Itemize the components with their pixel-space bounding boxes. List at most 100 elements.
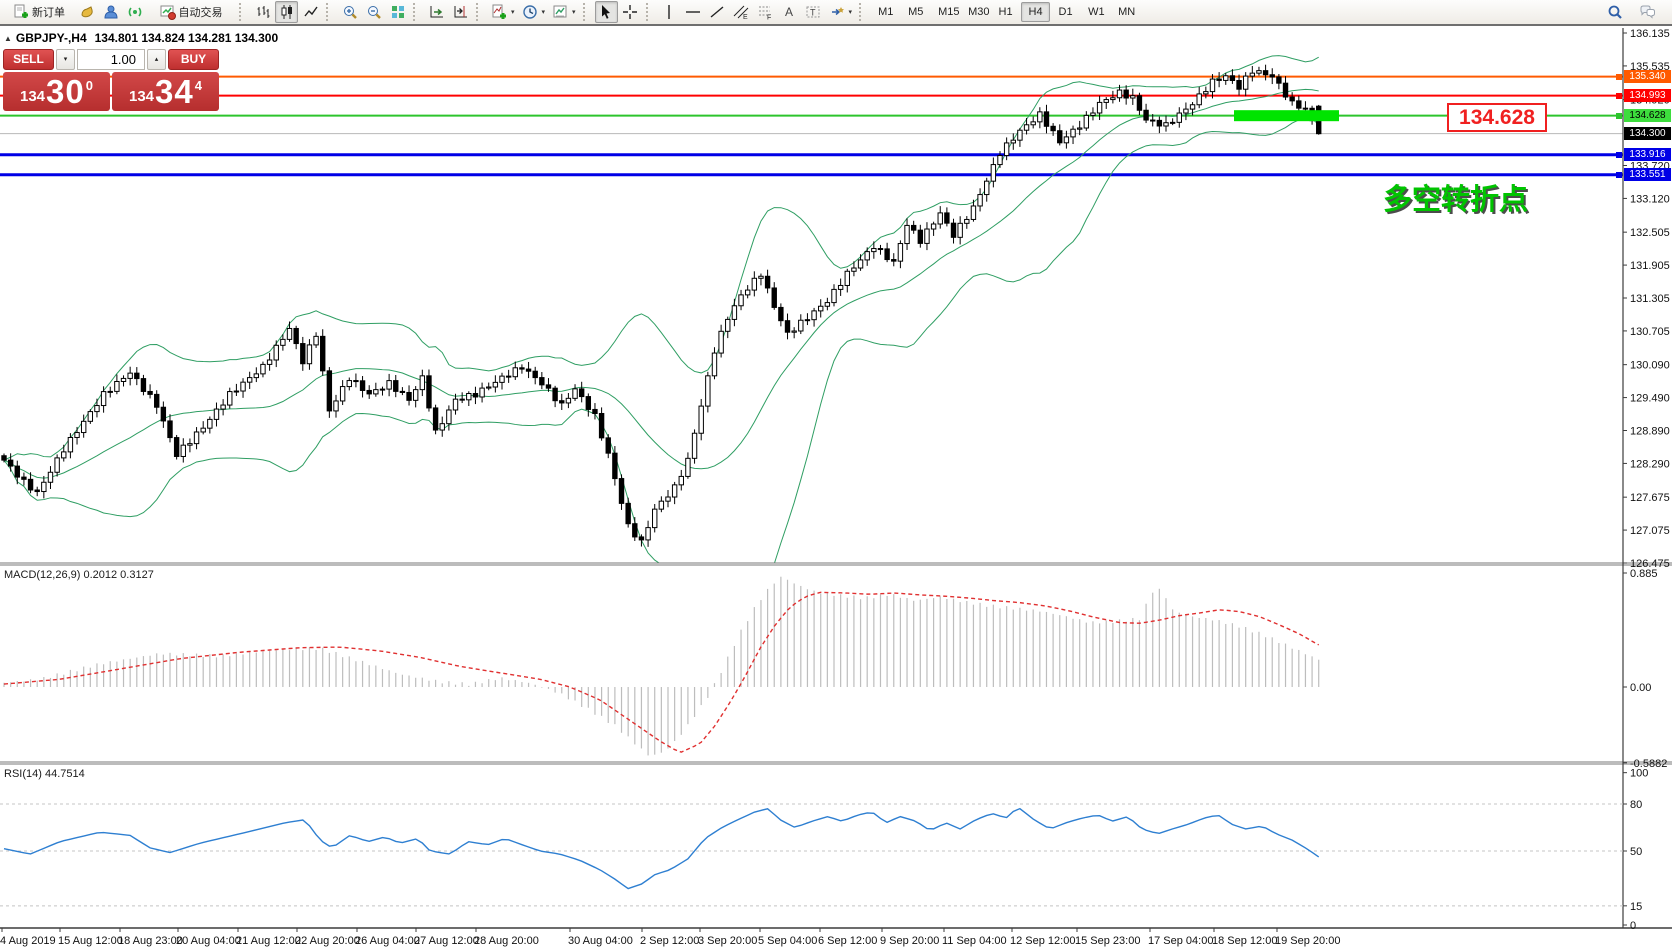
candle[interactable] xyxy=(120,377,127,382)
candle[interactable] xyxy=(1003,142,1010,157)
candle[interactable] xyxy=(804,319,811,322)
candle[interactable] xyxy=(306,344,313,365)
candle[interactable] xyxy=(671,484,678,498)
candle[interactable] xyxy=(598,412,605,439)
candle[interactable] xyxy=(685,457,691,477)
candle[interactable] xyxy=(200,427,206,433)
fibonacci-button[interactable]: F xyxy=(754,1,777,23)
candle[interactable] xyxy=(1276,76,1282,84)
timeframe-m1-button[interactable]: M1 xyxy=(871,2,900,22)
trend-highlight-segment[interactable] xyxy=(1234,110,1339,122)
candle[interactable] xyxy=(612,452,618,480)
time-axis-label[interactable]: 4 Aug 2019 xyxy=(0,935,56,947)
candle[interactable] xyxy=(565,397,572,404)
candle[interactable] xyxy=(320,335,326,372)
candle[interactable] xyxy=(585,396,592,410)
candle[interactable] xyxy=(107,390,113,393)
candle[interactable] xyxy=(711,352,718,377)
candle[interactable] xyxy=(486,386,492,389)
trendline-button[interactable] xyxy=(706,1,729,23)
horizontal-line-button[interactable] xyxy=(682,1,705,23)
candle[interactable] xyxy=(791,330,797,333)
candle[interactable] xyxy=(1110,97,1116,101)
candle[interactable] xyxy=(744,289,751,296)
candle[interactable] xyxy=(459,398,465,401)
periods-button[interactable]: ▾ xyxy=(519,1,549,23)
zoom-in-button[interactable] xyxy=(338,1,361,23)
candle[interactable] xyxy=(246,377,253,383)
candle[interactable] xyxy=(645,527,651,541)
indicators-button[interactable]: ▾ xyxy=(488,1,518,23)
candle[interactable] xyxy=(439,423,445,431)
candle[interactable] xyxy=(333,400,339,412)
candle[interactable] xyxy=(559,400,565,404)
autotrading-button[interactable]: 自动交易 xyxy=(147,1,235,23)
candle[interactable] xyxy=(326,370,333,412)
time-axis-label[interactable]: 5 Sep 04:00 xyxy=(758,935,817,947)
candle[interactable] xyxy=(798,319,804,332)
candle[interactable] xyxy=(778,306,784,322)
candle[interactable] xyxy=(339,386,346,402)
buy-price[interactable]: 134 34 4 xyxy=(112,72,219,111)
candle[interactable] xyxy=(1090,112,1096,116)
candle[interactable] xyxy=(114,380,120,392)
candle[interactable] xyxy=(930,223,937,230)
time-axis-label[interactable]: 22 Aug 20:00 xyxy=(295,935,360,947)
candle[interactable] xyxy=(207,418,213,429)
candle[interactable] xyxy=(227,391,233,406)
candle[interactable] xyxy=(784,320,791,333)
candle[interactable] xyxy=(665,496,671,502)
candle[interactable] xyxy=(525,368,532,372)
candle[interactable] xyxy=(446,409,452,425)
candle[interactable] xyxy=(1017,129,1023,141)
time-axis-label[interactable]: 17 Sep 04:00 xyxy=(1148,935,1213,947)
candle[interactable] xyxy=(34,489,40,493)
volume-input[interactable]: 1.00 xyxy=(77,49,145,70)
candle[interactable] xyxy=(771,287,777,308)
candle[interactable] xyxy=(187,443,193,446)
bollinger-lower-band[interactable] xyxy=(3,116,1320,609)
new-order-button[interactable]: 新订单 xyxy=(4,1,74,23)
candle[interactable] xyxy=(891,259,897,262)
candle[interactable] xyxy=(578,388,585,398)
collapse-panel-icon[interactable]: ▲ xyxy=(4,34,12,43)
turning-point-annotation[interactable]: 多空转折点 xyxy=(1383,184,1529,216)
tile-windows-button[interactable] xyxy=(386,1,409,23)
candle[interactable] xyxy=(678,475,684,486)
candle[interactable] xyxy=(592,408,598,414)
candle[interactable] xyxy=(519,367,525,370)
volume-decrease-button[interactable]: ▾ xyxy=(56,49,75,70)
candle[interactable] xyxy=(505,375,512,378)
candle[interactable] xyxy=(1229,75,1236,81)
crosshair-button[interactable] xyxy=(619,1,642,23)
candle[interactable] xyxy=(977,194,983,207)
candle[interactable] xyxy=(1063,136,1070,144)
candle[interactable] xyxy=(1289,96,1295,102)
candle[interactable] xyxy=(904,224,910,245)
candle[interactable] xyxy=(844,270,850,286)
vertical-line-button[interactable] xyxy=(658,1,681,23)
candle[interactable] xyxy=(917,229,924,244)
candle[interactable] xyxy=(452,398,459,411)
macd-signal-line[interactable] xyxy=(3,591,1320,753)
candle[interactable] xyxy=(698,405,704,434)
time-axis-label[interactable]: 26 Aug 04:00 xyxy=(355,935,420,947)
candle[interactable] xyxy=(618,478,625,504)
time-axis-label[interactable]: 20 Aug 04:00 xyxy=(176,935,241,947)
candlestick-chart-button[interactable] xyxy=(275,1,298,23)
candle[interactable] xyxy=(1143,109,1149,121)
timeframe-w1-button[interactable]: W1 xyxy=(1081,2,1110,22)
candle[interactable] xyxy=(7,459,14,467)
candle[interactable] xyxy=(1223,75,1229,81)
candle[interactable] xyxy=(399,390,406,393)
candle[interactable] xyxy=(300,343,306,365)
candle[interactable] xyxy=(990,164,997,182)
candle[interactable] xyxy=(373,389,379,395)
candle[interactable] xyxy=(432,407,439,431)
candle[interactable] xyxy=(1096,101,1103,114)
candle[interactable] xyxy=(950,222,957,238)
time-axis-label[interactable]: 3 Sep 20:00 xyxy=(698,935,757,947)
candle[interactable] xyxy=(173,437,180,457)
candle[interactable] xyxy=(472,393,479,398)
candle[interactable] xyxy=(366,389,372,395)
